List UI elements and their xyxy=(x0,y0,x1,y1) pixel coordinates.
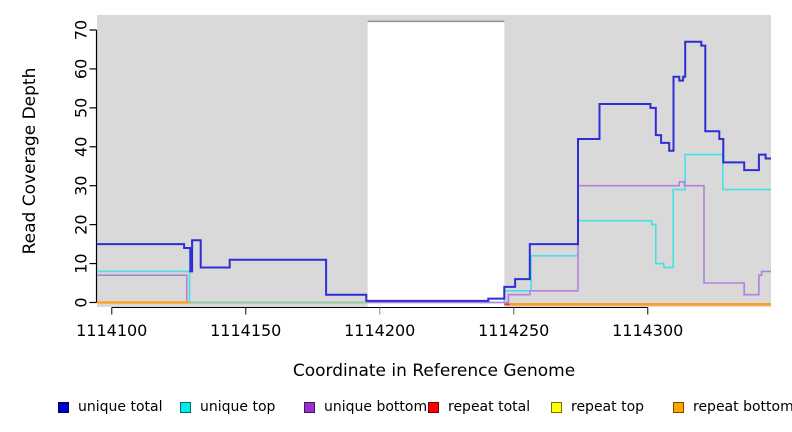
plot-legend: unique total unique top unique bottom re… xyxy=(0,399,792,421)
x-tick-label: 1114150 xyxy=(210,321,281,340)
legend-label: repeat top xyxy=(571,399,645,415)
y-tick-label: 0 xyxy=(72,297,91,307)
legend-label: unique top xyxy=(200,399,276,415)
legend-swatch xyxy=(58,401,69,413)
y-tick-label: 30 xyxy=(72,176,91,196)
legend-swatch xyxy=(673,401,684,413)
legend-item-unique-top: unique top xyxy=(180,399,275,415)
legend-swatch xyxy=(180,401,191,413)
y-tick-label: 70 xyxy=(72,20,91,40)
x-tick-label: 1114100 xyxy=(76,321,147,340)
legend-swatch xyxy=(428,401,439,413)
y-tick-label: 60 xyxy=(72,59,91,79)
series-unique-bottom xyxy=(97,181,771,304)
legend-item-repeat-bottom: repeat bottom xyxy=(673,399,792,415)
y-axis-title: Read Coverage Depth xyxy=(20,67,40,255)
legend-item-repeat-total: repeat total xyxy=(428,399,530,415)
x-axis-title: Coordinate in Reference Genome xyxy=(292,361,576,381)
x-tick-label: 1114200 xyxy=(344,321,415,340)
legend-label: repeat bottom xyxy=(693,399,792,415)
y-tick-label: 20 xyxy=(72,214,91,234)
legend-label: unique bottom xyxy=(324,399,428,415)
x-tick-label: 1114250 xyxy=(478,321,549,340)
legend-item-repeat-top: repeat top xyxy=(551,399,644,415)
y-tick-label: 40 xyxy=(72,137,91,157)
legend-swatch xyxy=(304,401,315,413)
x-tick-label: 1114300 xyxy=(612,321,683,340)
y-tick-label: 50 xyxy=(72,98,91,118)
series-unique-total xyxy=(97,40,771,302)
y-tick-label: 10 xyxy=(72,253,91,273)
legend-item-unique-total: unique total xyxy=(58,399,162,415)
highlight-region xyxy=(367,21,505,307)
legend-swatch xyxy=(551,401,562,413)
legend-label: unique total xyxy=(78,399,163,415)
legend-label: repeat total xyxy=(448,399,531,415)
legend-item-unique-bottom: unique bottom xyxy=(304,399,427,415)
